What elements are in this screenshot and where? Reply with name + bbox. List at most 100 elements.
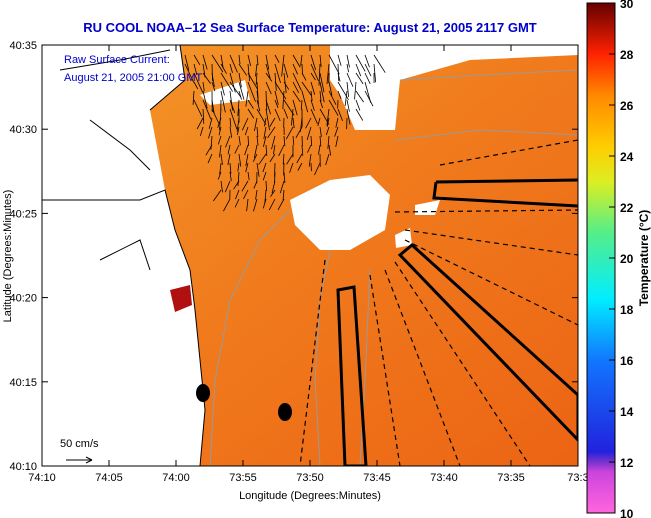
current-vector (236, 126, 240, 135)
colorbar-tick-label: 30 (620, 0, 634, 11)
current-vector (262, 171, 267, 181)
current-vector (268, 198, 276, 211)
chart-title: RU COOL NOAA–12 Sea Surface Temperature:… (83, 20, 537, 35)
current-vector (238, 153, 242, 167)
current-vector (211, 81, 216, 92)
current-vector (229, 54, 238, 73)
current-vector (262, 162, 267, 173)
current-vector (217, 135, 222, 145)
current-vector (254, 117, 258, 132)
current-vector (217, 171, 222, 180)
current-vector (229, 162, 232, 174)
current-vector (292, 135, 295, 145)
current-vector (265, 108, 270, 131)
x-tick-label: 74:00 (162, 472, 190, 484)
current-vector (277, 198, 285, 211)
current-vector (220, 81, 225, 96)
current-vector (301, 144, 304, 156)
current-vector (346, 72, 354, 87)
current-vector (202, 108, 205, 124)
bathymetry-contours (209, 69, 578, 466)
current-vector (255, 72, 258, 85)
current-vector (269, 117, 276, 127)
scale-label: 50 cm/s (60, 438, 99, 450)
land (42, 190, 205, 466)
colorbar-tick-label: 14 (620, 405, 634, 419)
current-vector (217, 117, 222, 128)
current-vector (270, 189, 276, 197)
current-vector (282, 189, 285, 200)
current-vector (219, 144, 222, 158)
current-vector (243, 189, 249, 200)
x-tick-label: 74:10 (28, 472, 56, 484)
colorbar-tick-label: 22 (620, 201, 634, 215)
current-vector (300, 54, 303, 66)
current-vector (326, 117, 330, 127)
x-tick-label: 73:55 (229, 472, 257, 484)
current-vector (319, 81, 325, 103)
current-vector (337, 63, 340, 81)
current-vector (229, 126, 233, 138)
current-vector (271, 180, 276, 194)
current-vector (337, 90, 342, 99)
current-vectors (184, 54, 386, 212)
current-vector (229, 81, 242, 98)
current-vector (337, 108, 343, 121)
current-vector (193, 99, 203, 117)
current-vector (211, 108, 220, 125)
current-vector (220, 153, 223, 165)
colorbar-tick-label: 20 (620, 252, 634, 266)
current-vector (218, 126, 222, 136)
current-vector (355, 90, 364, 103)
current-vector (233, 180, 240, 190)
current-vector (325, 153, 330, 166)
current-vector (208, 117, 213, 129)
current-vector (253, 144, 258, 159)
current-vector (258, 153, 267, 165)
current-vector (265, 72, 273, 82)
current-vector (354, 81, 357, 100)
current-vector (247, 81, 256, 102)
current-vector (237, 99, 240, 116)
current-vector (285, 126, 294, 140)
dashed-transects (299, 139, 578, 466)
current-vector (355, 63, 362, 77)
current-vector (373, 54, 386, 73)
current-vector (328, 81, 333, 96)
current-vector (247, 99, 254, 109)
current-vector (283, 135, 286, 147)
current-label: Raw Surface Current: (64, 54, 170, 66)
current-vector (256, 99, 261, 112)
current-vector (310, 54, 317, 71)
current-vector (274, 63, 281, 84)
current-vector (253, 198, 258, 212)
current-vector (292, 63, 298, 75)
current-vector (265, 99, 272, 115)
current-vector (229, 63, 233, 74)
current-vector (335, 135, 339, 147)
colorbar-label: Temperature (°C) (637, 210, 651, 307)
current-vector (274, 54, 280, 63)
current-vector (319, 72, 325, 93)
current-vector (262, 198, 267, 209)
x-tick-label: 73:3 (567, 472, 588, 484)
current-vector (283, 171, 286, 183)
current-vector (328, 144, 332, 156)
current-vector (244, 126, 249, 136)
current-vector (325, 126, 330, 136)
current-vector (229, 99, 236, 114)
current-vector (252, 153, 258, 162)
current-vector (213, 189, 222, 202)
colorbar-tick-label: 24 (620, 150, 634, 164)
current-vector (237, 162, 240, 172)
current-vector (255, 189, 258, 200)
current-vector (310, 63, 319, 82)
current-vector (283, 108, 289, 119)
current-vector (229, 90, 233, 111)
current-vector (306, 126, 312, 141)
current-vector (310, 99, 315, 111)
current-vector (346, 54, 350, 68)
current-vector (292, 72, 302, 91)
current-vector (337, 54, 342, 66)
current-vector (337, 72, 341, 82)
